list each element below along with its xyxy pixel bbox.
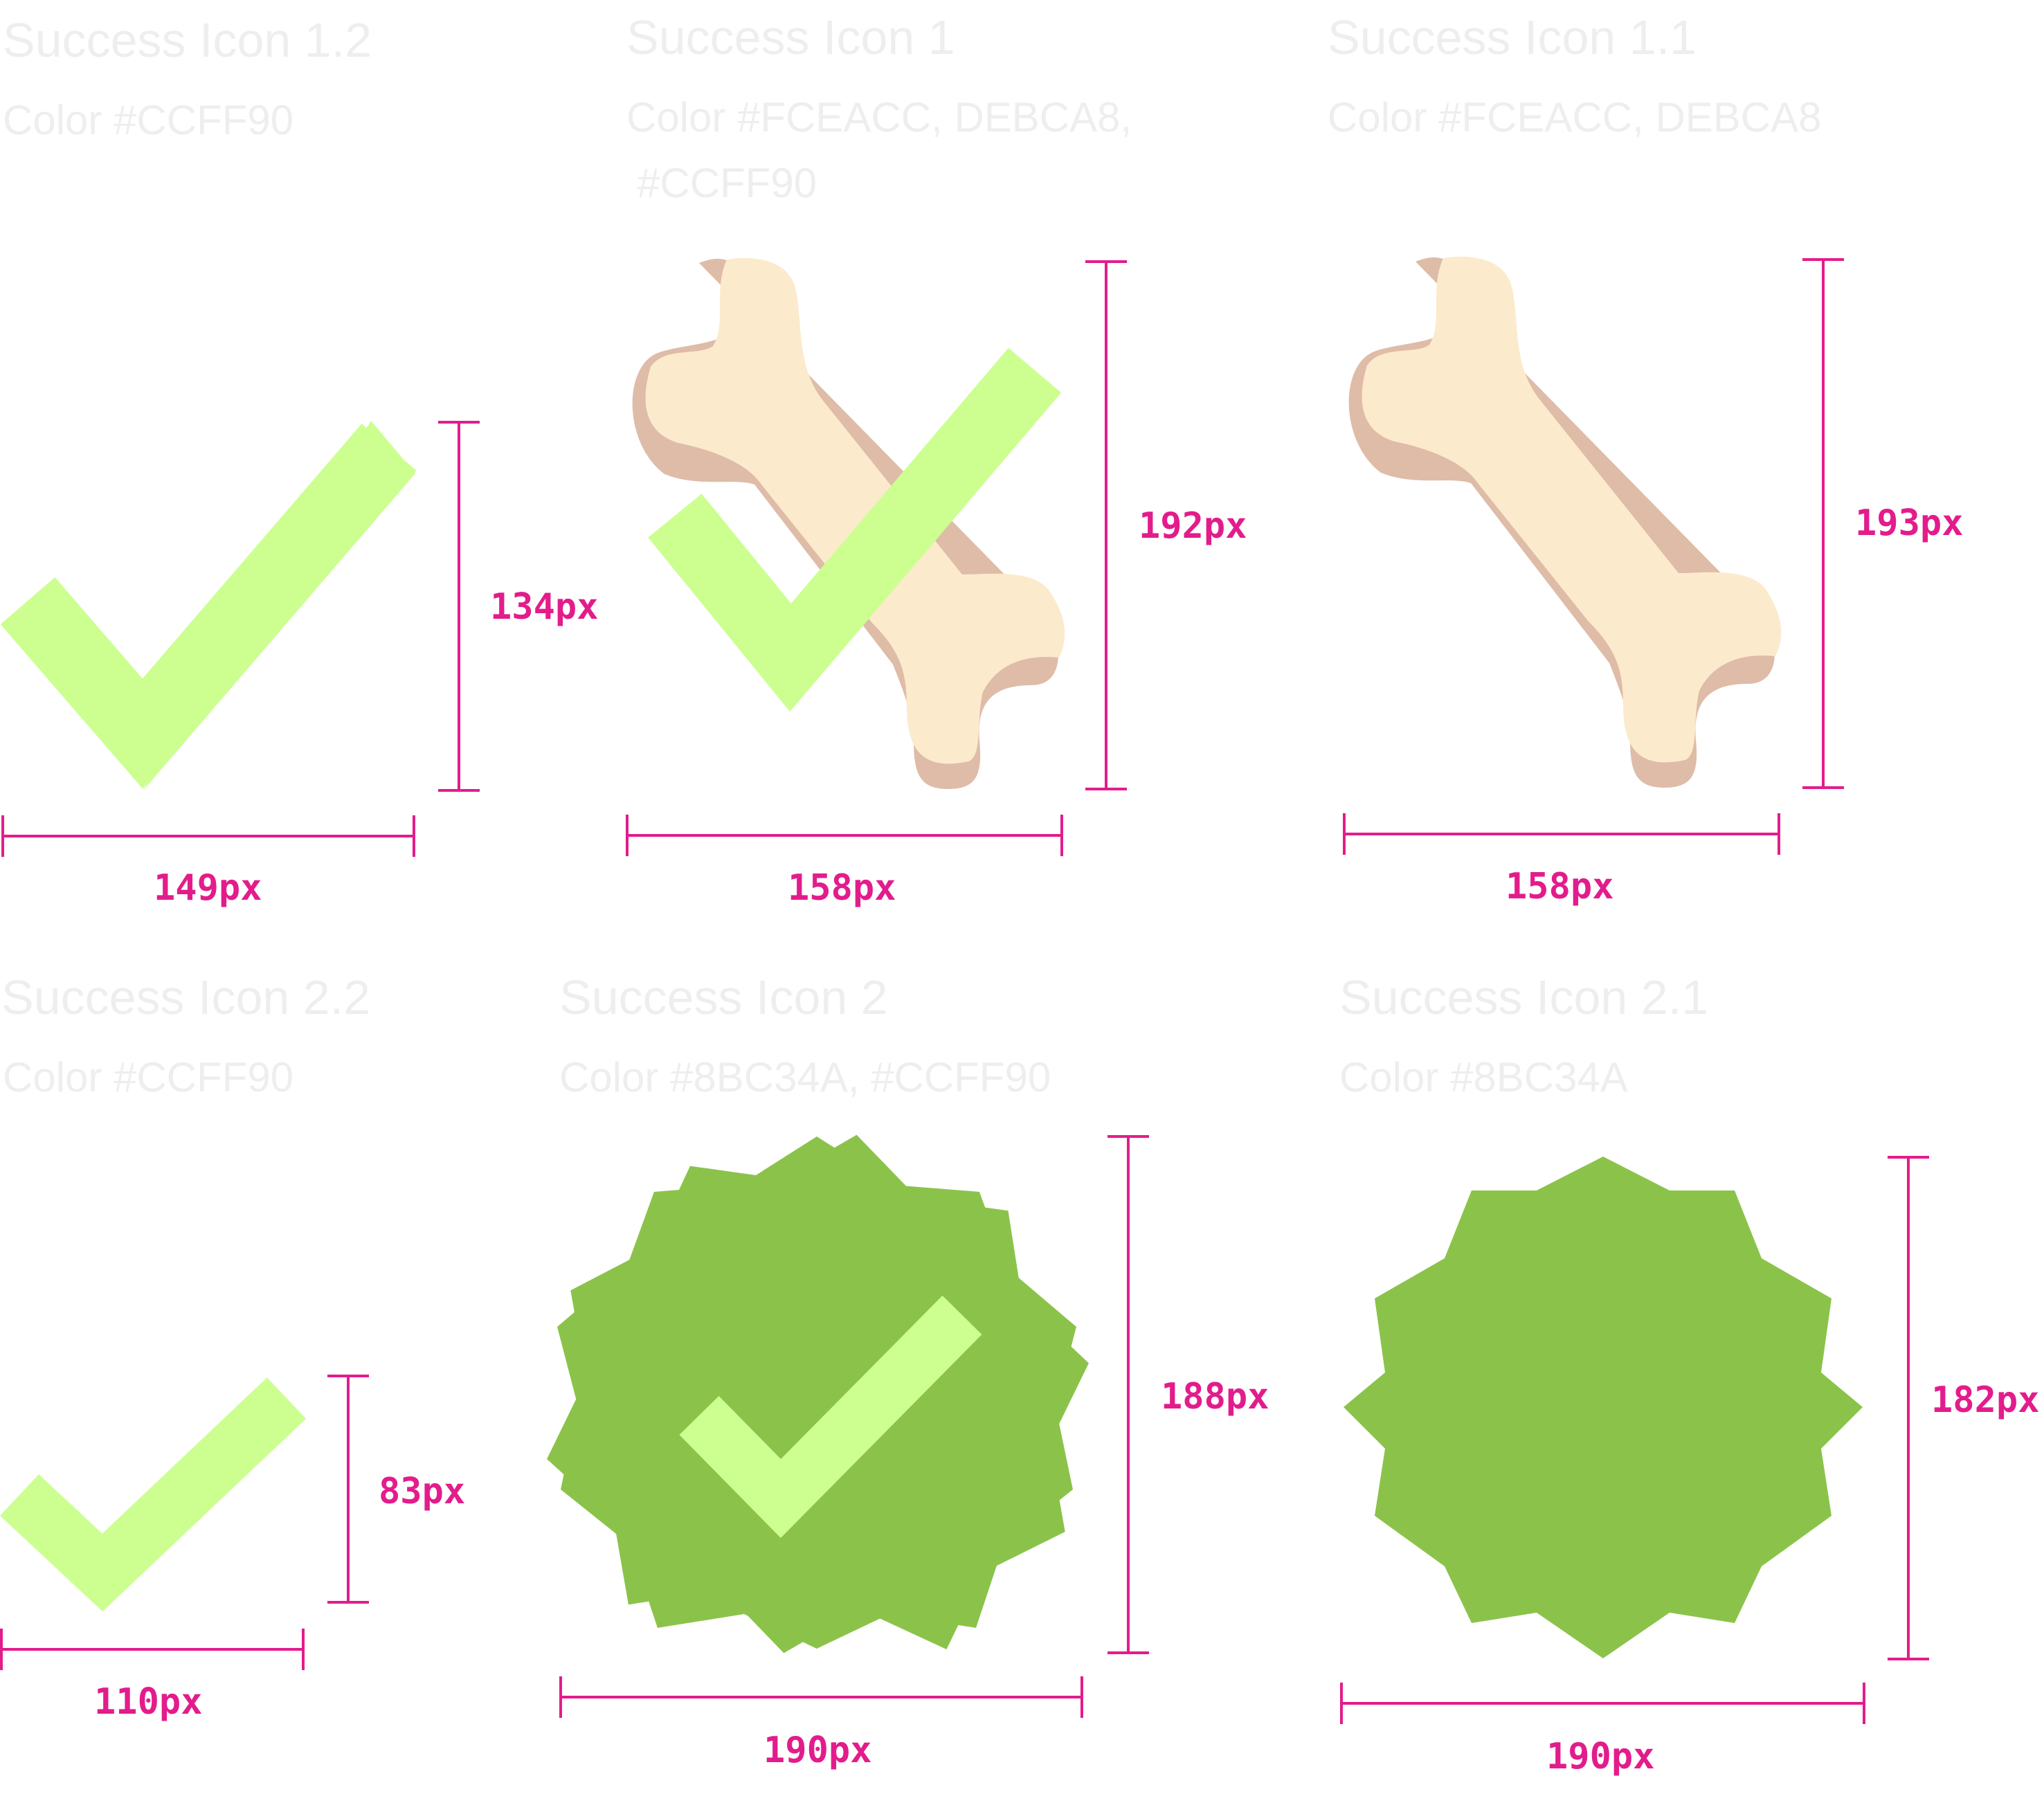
icon-color-spec: Color #FCEACC, DEBCA8 [1328, 94, 1822, 141]
icon-color-spec: Color #CCFF90 [3, 1054, 293, 1100]
icon-title: Success Icon 2 [559, 970, 888, 1024]
icon-title: Success Icon 2.2 [1, 970, 370, 1024]
icon-color-spec: Color #CCFF90 [3, 97, 293, 143]
check-icon [0, 1377, 307, 1612]
icon-title: Success Icon 1 [626, 10, 955, 64]
width-dimension [1340, 1683, 1865, 1724]
height-label: 182px [1931, 1379, 2040, 1421]
check-icon-shape [0, 424, 417, 789]
width-label: 190px [1546, 1736, 1655, 1777]
icon-card-1-2: Success Icon 1.2 Color #CCFF90 134px 149… [0, 13, 599, 909]
check-icon [648, 347, 1062, 712]
icon-card-1-1: Success Icon 1.1 Color #FCEACC, DEBCA8 1… [1328, 10, 1964, 907]
width-dimension [626, 815, 1063, 856]
height-dimension [1107, 1135, 1149, 1654]
icon-title: Success Icon 2.1 [1339, 970, 1708, 1024]
height-label: 188px [1161, 1376, 1269, 1417]
width-dimension [1343, 813, 1780, 855]
width-label: 158px [788, 867, 896, 909]
height-dimension [438, 421, 480, 792]
width-dimension [0, 1629, 305, 1670]
width-label: 149px [154, 867, 262, 909]
bone-icon [632, 257, 1065, 790]
check-icon [679, 1295, 982, 1538]
badge-icon [547, 1134, 1089, 1653]
icon-card-2: Success Icon 2 Color #8BC34A, #CCFF90 18… [547, 970, 1269, 1771]
height-label: 134px [490, 586, 599, 628]
height-label: 192px [1139, 505, 1247, 547]
bone-icon [1348, 256, 1782, 788]
width-dimension [559, 1676, 1083, 1718]
height-dimension [1085, 260, 1127, 790]
height-label: 83px [379, 1471, 465, 1512]
icon-card-2-1: Success Icon 2.1 Color #8BC34A 182px 190… [1339, 970, 2040, 1777]
height-dimension [1888, 1156, 1929, 1660]
icon-color-spec-line2: #CCFF90 [637, 160, 817, 206]
icon-color-spec: Color #8BC34A, #CCFF90 [559, 1054, 1051, 1100]
width-label: 190px [763, 1730, 872, 1771]
width-label: 110px [94, 1681, 203, 1723]
icon-title: Success Icon 1.1 [1328, 10, 1697, 64]
height-dimension [327, 1375, 369, 1604]
badge-icon [1344, 1157, 1863, 1658]
icon-color-spec: Color #FCEACC, DEBCA8, [626, 94, 1132, 141]
width-dimension [1, 815, 415, 857]
width-label: 158px [1505, 866, 1614, 907]
icon-card-1: Success Icon 1 Color #FCEACC, DEBCA8, #C… [626, 10, 1247, 909]
icon-card-2-2: Success Icon 2.2 Color #CCFF90 83px 110p… [0, 970, 465, 1723]
icon-title: Success Icon 1.2 [3, 13, 372, 67]
height-dimension [1802, 258, 1844, 789]
height-label: 193px [1855, 502, 1964, 544]
icon-color-spec: Color #8BC34A [1339, 1054, 1628, 1100]
